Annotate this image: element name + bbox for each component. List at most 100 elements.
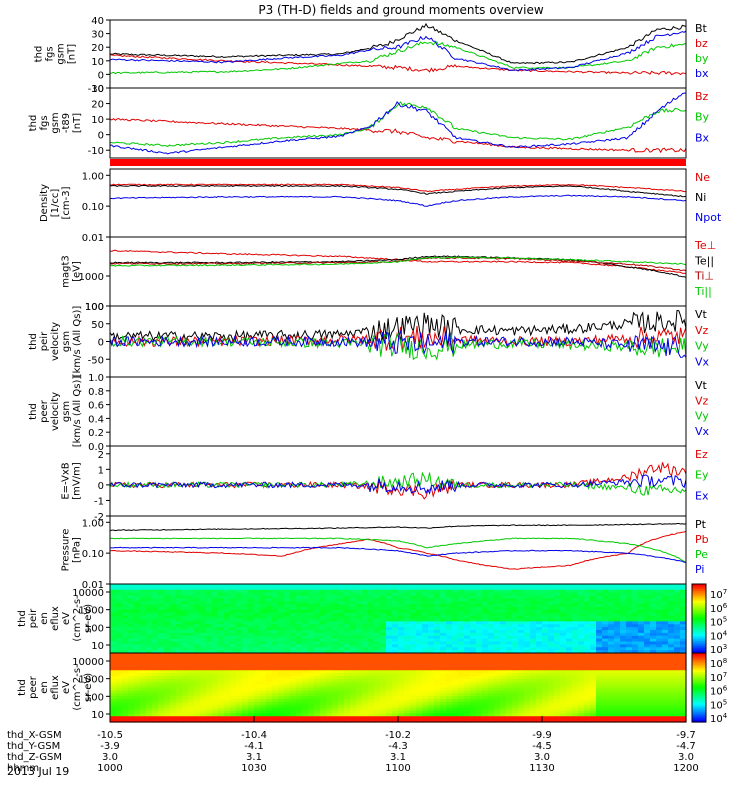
spectrogram-cell — [620, 655, 627, 660]
spectrogram-cell — [302, 684, 309, 689]
spectrogram-cell — [458, 670, 465, 674]
spectrogram-cell — [320, 601, 327, 605]
spectrogram-cell — [290, 696, 297, 700]
spectrogram-cell — [284, 716, 291, 720]
spectrogram-cell — [482, 658, 489, 663]
spectrogram-cell — [476, 595, 483, 599]
spectrogram-cell — [314, 701, 321, 706]
series-line-fgs_gsm — [109, 22, 687, 65]
spectrogram-cell — [428, 693, 435, 697]
spectrogram-cell — [320, 696, 327, 700]
spectrogram-cell — [512, 664, 519, 668]
spectrogram-cell — [632, 624, 639, 628]
spectrogram-cell — [350, 664, 357, 668]
spectrogram-cell — [638, 621, 645, 625]
spectrogram-cell — [224, 713, 231, 717]
spectrogram-cell — [434, 693, 441, 697]
spectrogram-cell — [152, 650, 159, 654]
y-tick-label: 30 — [91, 30, 104, 41]
spectrogram-cell — [662, 638, 669, 643]
spectrogram-cell — [506, 607, 513, 611]
spectrogram-cell — [458, 667, 465, 671]
spectrogram-cell — [440, 630, 447, 634]
spectrogram-cell — [290, 630, 297, 634]
spectrogram-cell — [500, 699, 507, 703]
spectrogram-cell — [644, 658, 651, 663]
spectrogram-cell — [662, 592, 669, 597]
spectrogram-cell — [122, 598, 129, 602]
y-tick-label: 100 — [85, 302, 104, 313]
spectrogram-cell — [554, 635, 561, 640]
spectrogram-cell — [284, 696, 291, 700]
spectrogram-cell — [656, 624, 663, 628]
spectrogram-cell — [128, 607, 135, 611]
colorbar-cell — [692, 589, 706, 592]
spectrogram-cell — [128, 609, 135, 614]
spectrogram-cell — [326, 707, 333, 712]
spectrogram-cell — [314, 716, 321, 720]
spectrogram-cell — [404, 681, 411, 686]
spectrogram-cell — [494, 635, 501, 640]
y-tick-label: 1.00 — [82, 171, 104, 182]
spectrogram-cell — [230, 684, 237, 689]
spectrogram-cell — [434, 624, 441, 628]
spectrogram-cell — [116, 635, 123, 640]
colorbar-cell — [692, 649, 706, 652]
spectrogram-cell — [644, 592, 651, 597]
spectrogram-cell — [266, 592, 273, 597]
spectrogram-cell — [674, 707, 681, 712]
spectrogram-cell — [386, 595, 393, 599]
spectrogram-cell — [296, 661, 303, 666]
spectrogram-cell — [152, 641, 159, 645]
spectrogram-cell — [380, 678, 387, 683]
spectrogram-cell — [230, 658, 237, 663]
spectrogram-cell — [560, 618, 567, 622]
spectrogram-cell — [320, 716, 327, 720]
spectrogram-cell — [674, 609, 681, 614]
spectrogram-cell — [314, 589, 321, 594]
spectrogram-cell — [326, 615, 333, 620]
spectrogram-cell — [326, 670, 333, 674]
series-line-temperature — [109, 256, 687, 267]
spectrogram-cell — [176, 719, 183, 723]
spectrogram-cell — [512, 707, 519, 712]
spectrogram-cell — [230, 710, 237, 714]
spectrogram-cell — [524, 615, 531, 620]
spectrogram-cell — [122, 678, 129, 683]
spectrogram-cell — [572, 710, 579, 714]
spectrogram-cell — [464, 719, 471, 723]
spectrogram-cell — [602, 612, 609, 617]
spectrogram-cell — [182, 670, 189, 674]
spectrogram-cell — [242, 693, 249, 697]
spectrogram-cell — [164, 670, 171, 674]
spectrogram-cell — [680, 627, 687, 631]
spectrogram-cell — [650, 690, 657, 694]
spectrogram-cell — [308, 710, 315, 714]
spectrogram-cell — [356, 624, 363, 628]
spectrogram-cell — [236, 676, 243, 680]
spectrogram-cell — [206, 670, 213, 674]
spectrogram-cell — [464, 584, 471, 588]
spectrogram-cell — [302, 704, 309, 709]
spectrogram-cell — [638, 595, 645, 599]
spectrogram-cell — [362, 670, 369, 674]
spectrogram-cell — [518, 598, 525, 602]
spectrogram-cell — [392, 687, 399, 691]
spectrogram-cell — [656, 615, 663, 620]
spectrogram-cell — [320, 609, 327, 614]
spectrogram-cell — [164, 699, 171, 703]
spectrogram-cell — [368, 701, 375, 706]
spectrogram-cell — [668, 661, 675, 666]
spectrogram-cell — [182, 696, 189, 700]
spectrogram-cell — [656, 699, 663, 703]
spectrogram-cell — [440, 667, 447, 671]
spectrogram-cell — [332, 609, 339, 614]
spectrogram-cell — [494, 621, 501, 625]
spectrogram-cell — [506, 612, 513, 617]
spectrogram-cell — [392, 641, 399, 645]
spectrogram-cell — [674, 690, 681, 694]
spectrogram-cell — [326, 627, 333, 631]
spectrogram-cell — [464, 632, 471, 637]
spectrogram-cell — [428, 661, 435, 666]
